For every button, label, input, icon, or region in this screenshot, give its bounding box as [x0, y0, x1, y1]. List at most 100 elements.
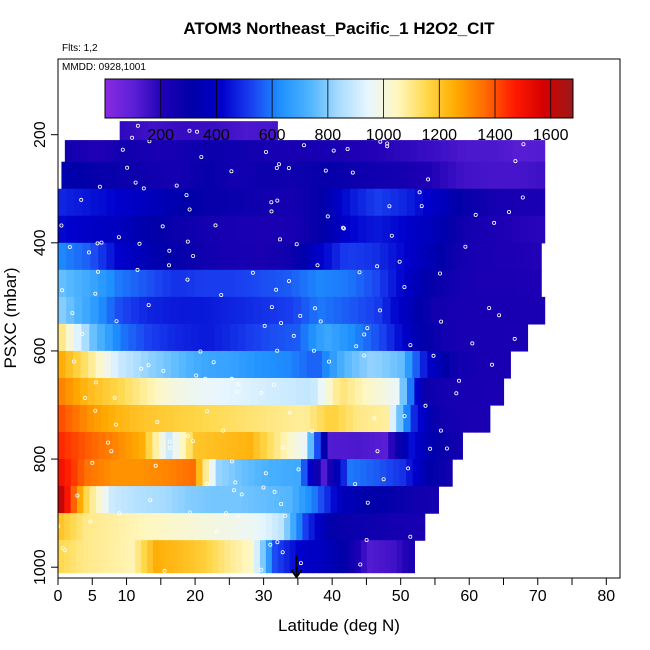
heat-cell — [432, 405, 441, 433]
heat-cell — [244, 188, 254, 217]
heat-cell — [199, 377, 208, 406]
x-tick-label: 30 — [255, 588, 273, 605]
observation-point — [174, 183, 179, 188]
heat-cell — [114, 242, 124, 271]
heat-cell — [433, 323, 442, 352]
heat-cell — [203, 296, 213, 325]
heat-cell — [212, 296, 221, 325]
heat-cell — [307, 269, 317, 298]
heat-cell — [406, 377, 415, 406]
heat-cell — [325, 540, 332, 574]
heat-cell — [431, 296, 440, 325]
heat-cell — [230, 323, 239, 352]
observation-point — [315, 263, 320, 268]
heat-cell — [427, 350, 436, 379]
heat-cell — [359, 350, 368, 379]
heat-cell — [193, 350, 202, 379]
heat-cell — [320, 140, 330, 163]
heat-cell — [130, 459, 138, 487]
heat-cell — [301, 188, 311, 217]
heat-cell — [266, 432, 275, 460]
heat-cell — [103, 350, 112, 379]
heat-cell — [167, 323, 176, 352]
colorbar-tick-label: 1400 — [477, 127, 513, 144]
heat-cell — [176, 377, 185, 406]
heat-cell — [366, 296, 375, 325]
observation-point — [296, 467, 301, 472]
heat-cell — [199, 432, 207, 460]
heat-cell — [260, 486, 268, 514]
heat-cell — [343, 540, 350, 574]
observation-point — [204, 481, 209, 486]
heat-cell — [471, 188, 481, 217]
heat-cell — [425, 405, 433, 433]
observation-point — [362, 332, 367, 337]
heat-cell — [341, 432, 349, 460]
heat-cell — [280, 140, 290, 163]
heat-cell — [169, 121, 173, 141]
heat-cell — [271, 513, 279, 541]
heat-cell — [137, 513, 145, 541]
heat-cell — [251, 377, 260, 406]
heat-cell — [166, 161, 175, 190]
heat-cell — [436, 242, 446, 271]
heat-cell — [273, 377, 282, 406]
heat-cell — [258, 121, 263, 141]
heat-cell — [87, 377, 96, 406]
heat-cell — [259, 405, 268, 433]
heat-cell — [305, 486, 313, 514]
heat-cell — [148, 350, 157, 379]
colorbar-tick-label: 200 — [147, 127, 174, 144]
observation-point — [326, 359, 331, 364]
observation-point — [364, 538, 369, 543]
heat-cell — [367, 350, 376, 379]
heat-cell — [300, 432, 308, 460]
heat-cell — [289, 540, 297, 574]
heat-cell — [106, 242, 115, 271]
heat-cell — [472, 323, 482, 352]
heat-cell — [355, 242, 365, 271]
heat-cell — [275, 242, 285, 271]
heat-cell — [159, 323, 169, 352]
heat-cell — [355, 323, 364, 352]
heat-cell — [324, 405, 333, 433]
heat-cell — [161, 377, 170, 406]
heat-cell — [302, 513, 310, 541]
heat-cell — [223, 513, 230, 541]
heat-cell — [431, 215, 440, 244]
heat-cell — [367, 405, 376, 433]
heat-cell — [429, 377, 438, 406]
heat-cell — [265, 377, 274, 406]
heat-cell — [174, 121, 179, 141]
heat-cell — [58, 432, 66, 460]
heat-cell — [178, 242, 188, 271]
heat-cell — [325, 188, 335, 217]
heat-cell — [284, 513, 291, 541]
observation-point — [79, 197, 84, 202]
heat-cell — [81, 323, 90, 352]
heat-cell — [103, 459, 112, 487]
heat-cell — [487, 350, 496, 379]
heat-cell — [439, 215, 448, 244]
heat-cell — [269, 323, 278, 352]
heat-cell — [58, 215, 67, 244]
heat-cell — [384, 140, 394, 163]
observation-point — [353, 482, 358, 487]
heat-cell — [417, 405, 426, 433]
heat-cell — [512, 188, 521, 217]
heat-cell — [64, 513, 71, 541]
heat-cell — [186, 432, 194, 460]
heat-cell — [360, 459, 368, 487]
heat-cell — [349, 296, 359, 325]
heat-cell — [180, 405, 189, 433]
heat-cell — [520, 140, 530, 163]
heat-cell — [230, 540, 237, 574]
heat-cell — [320, 513, 328, 541]
observation-points — [56, 123, 526, 573]
heat-cell — [115, 405, 124, 433]
heat-cell — [182, 161, 191, 190]
heat-cell — [210, 513, 218, 541]
heat-cell — [480, 161, 489, 190]
heat-cell — [151, 121, 155, 141]
heat-cell — [245, 405, 253, 433]
